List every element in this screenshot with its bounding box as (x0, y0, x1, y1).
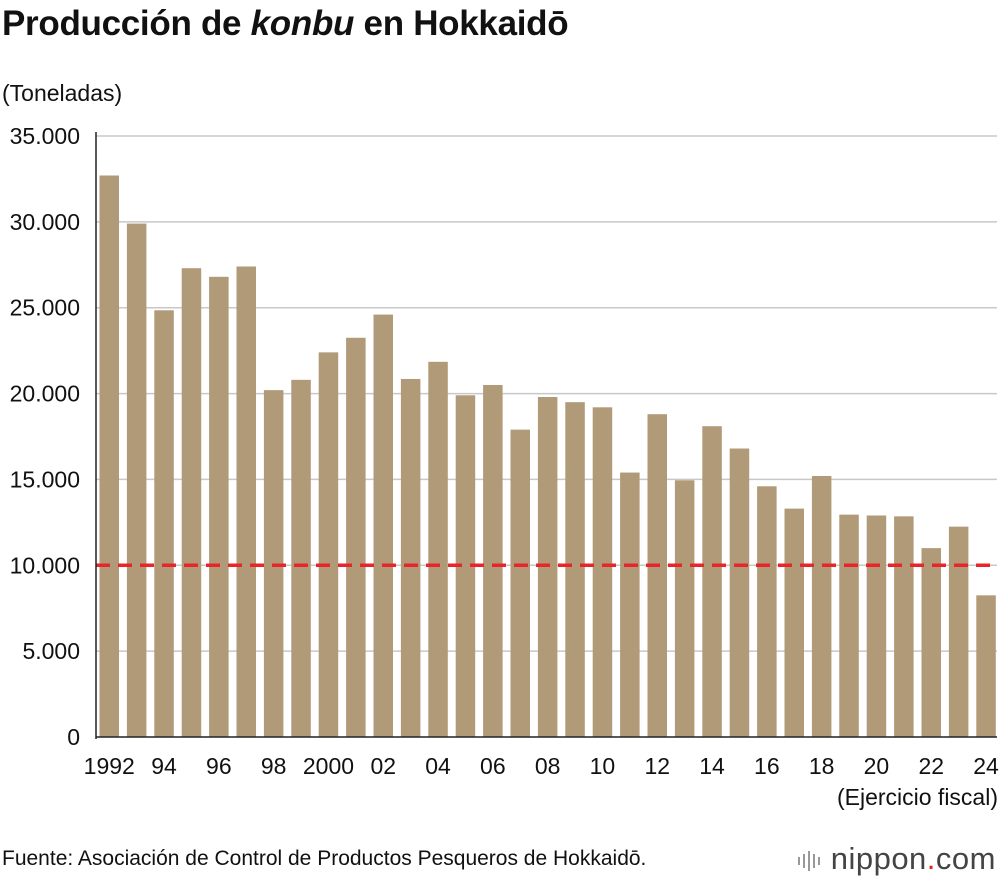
x-tick-label: 02 (370, 753, 396, 779)
y-tick-label: 25.000 (10, 295, 80, 321)
bar-2017 (784, 508, 804, 737)
x-tick-label: 06 (480, 753, 506, 779)
y-tick-label: 20.000 (10, 381, 80, 407)
x-tick-label: 24 (973, 753, 999, 779)
bar-2007 (510, 429, 530, 737)
bar-2006 (483, 384, 503, 737)
x-tick-label: 04 (425, 753, 451, 779)
bar-1996 (209, 276, 229, 737)
x-tick-label: 96 (206, 753, 232, 779)
bar-2002 (373, 314, 393, 737)
y-tick-label: 35.000 (10, 123, 80, 149)
y-tick-label: 15.000 (10, 466, 80, 492)
y-axis-unit-label: (Toneladas) (2, 80, 123, 106)
x-tick-label: 20 (864, 753, 890, 779)
bar-2012 (647, 414, 667, 737)
x-tick-label: 18 (809, 753, 835, 779)
x-tick-label: 10 (590, 753, 616, 779)
bar-2000 (318, 352, 339, 737)
x-tick-label: 94 (151, 753, 177, 779)
bar-2018 (811, 475, 832, 737)
x-tick-label: 1992 (84, 753, 135, 779)
x-tick-label: 22 (918, 753, 944, 779)
bar-1995 (181, 268, 202, 737)
bar-2021 (894, 516, 914, 737)
y-tick-label: 5.000 (22, 638, 80, 664)
x-tick-label: 08 (535, 753, 561, 779)
y-tick-label: 30.000 (10, 209, 80, 235)
bar-2022 (921, 548, 941, 737)
bar-2015 (729, 448, 750, 737)
bar-2004 (428, 361, 448, 737)
bar-1997 (236, 266, 256, 737)
bar-2023 (948, 526, 969, 737)
axis (95, 132, 997, 739)
bar-2020 (866, 515, 887, 737)
x-tick-label: 14 (699, 753, 725, 779)
source-note: Fuente: Asociación de Control de Product… (2, 847, 647, 870)
nippon-logo: nippon.com (797, 841, 996, 877)
chart-title: Producción de konbu en Hokkaidō (2, 4, 569, 43)
bar-2014 (702, 426, 722, 737)
bar-2003 (400, 378, 421, 737)
bar-2010 (592, 407, 613, 737)
bar-2001 (346, 337, 366, 737)
bars (99, 175, 996, 738)
x-tick-labels: 1992 94 96 98 2000 02 04 06 08 10 12 14 16 18 20 22 24 (84, 753, 999, 779)
x-tick-label: 12 (644, 753, 670, 779)
x-tick-label: 16 (754, 753, 780, 779)
bar-2013 (674, 480, 695, 737)
bar-2019 (839, 514, 859, 737)
bar-1993 (126, 223, 147, 737)
bar-2005 (455, 395, 476, 737)
bar-1994 (154, 310, 174, 737)
logo-bars-icon (797, 850, 820, 871)
bar-2011 (620, 472, 640, 737)
x-tick-label: 98 (261, 753, 287, 779)
x-tick-label: 2000 (303, 753, 354, 779)
x-axis-label: (Ejercicio fiscal) (837, 784, 998, 810)
y-tick-label: 10.000 (10, 552, 80, 578)
bar-2024 (976, 595, 996, 737)
bar-2016 (757, 486, 777, 737)
y-tick-labels: 0 5.000 10.000 15.000 20.000 25.000 30.000 35.0… (10, 123, 80, 750)
bar-1999 (291, 379, 311, 737)
y-tick-label: 0 (67, 724, 80, 750)
bar-2009 (565, 402, 585, 737)
bar-1992 (99, 175, 119, 738)
